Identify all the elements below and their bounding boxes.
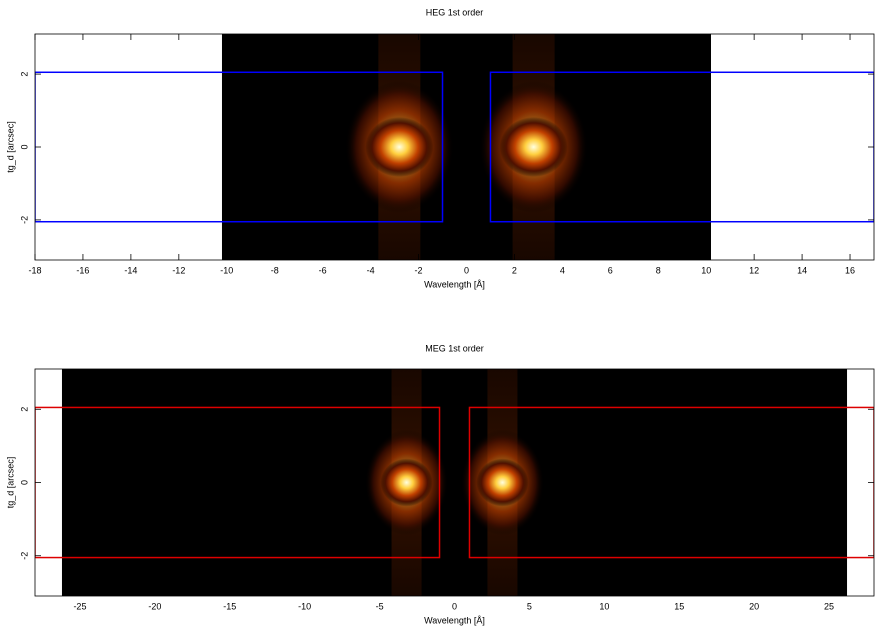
x-tick-label: -16 — [76, 265, 89, 275]
x-tick-label: 8 — [656, 265, 661, 275]
y-tick-label: 2 — [19, 72, 29, 77]
x-tick-label: 10 — [599, 601, 609, 611]
x-tick-label: 16 — [845, 265, 855, 275]
source-core — [365, 117, 434, 177]
y-axis-label: tg_d [arcsec] — [5, 457, 15, 509]
source-core — [476, 458, 529, 507]
x-tick-label: -8 — [271, 265, 279, 275]
x-tick-label: -25 — [73, 601, 86, 611]
x-tick-label: -18 — [28, 265, 41, 275]
x-tick-label: -10 — [298, 601, 311, 611]
x-tick-label: 6 — [608, 265, 613, 275]
source-core — [499, 117, 568, 177]
x-tick-label: -15 — [223, 601, 236, 611]
x-tick-label: 0 — [452, 601, 457, 611]
x-axis-label: Wavelength [Å] — [424, 279, 485, 289]
image — [35, 34, 874, 260]
panel-title: MEG 1st order — [425, 343, 484, 353]
x-tick-label: -10 — [220, 265, 233, 275]
y-tick-label: -2 — [19, 552, 29, 560]
x-tick-label: 2 — [512, 265, 517, 275]
x-tick-label: -20 — [148, 601, 161, 611]
x-axis-label: Wavelength [Å] — [424, 615, 485, 625]
region — [489, 71, 874, 223]
panel: MEG 1st order-25 -20 -15 -10 -5 0 5 10 15 20 25-20… — [5, 343, 875, 625]
x-tick-label: 14 — [797, 265, 807, 275]
x-tick-label: -2 — [415, 265, 423, 275]
x-tick-label: -14 — [124, 265, 137, 275]
x-tick-label: 20 — [749, 601, 759, 611]
x-tick-label: -4 — [367, 265, 375, 275]
source-core — [380, 458, 433, 507]
image-background — [221, 34, 711, 260]
x-tick-label: -6 — [319, 265, 327, 275]
x-tick-label: -12 — [172, 265, 185, 275]
x-tick-label: 12 — [749, 265, 759, 275]
panels: HEG 1st order-18 -16 -14 -12 -10 -8 -6 -4 -2 0 2 4 6… — [5, 7, 875, 625]
panel-title: HEG 1st order — [426, 7, 484, 17]
x-tick-label: 10 — [701, 265, 711, 275]
panel: HEG 1st order -18 -16 -14 -12 -10 -8 -6 -4 -2 0 2 4 6… — [5, 7, 875, 289]
x-tick-label: 4 — [560, 265, 565, 275]
y-tick-label: -2 — [19, 216, 29, 224]
x-tick-label: 25 — [824, 601, 834, 611]
y-tick-label: 2 — [19, 407, 29, 412]
region — [35, 71, 444, 223]
region — [35, 406, 441, 559]
y-axis-label: tg_d [arcsec] — [5, 121, 15, 173]
x-tick-label: -5 — [376, 601, 384, 611]
y-tick-label: 0 — [19, 144, 29, 149]
y-tick-label: 0 — [19, 480, 29, 485]
image-background — [61, 369, 848, 596]
x-tick-label: 15 — [674, 601, 684, 611]
region — [468, 406, 874, 559]
x-tick-label: 0 — [464, 265, 469, 275]
x-tick-label: 5 — [527, 601, 532, 611]
image — [35, 369, 874, 596]
